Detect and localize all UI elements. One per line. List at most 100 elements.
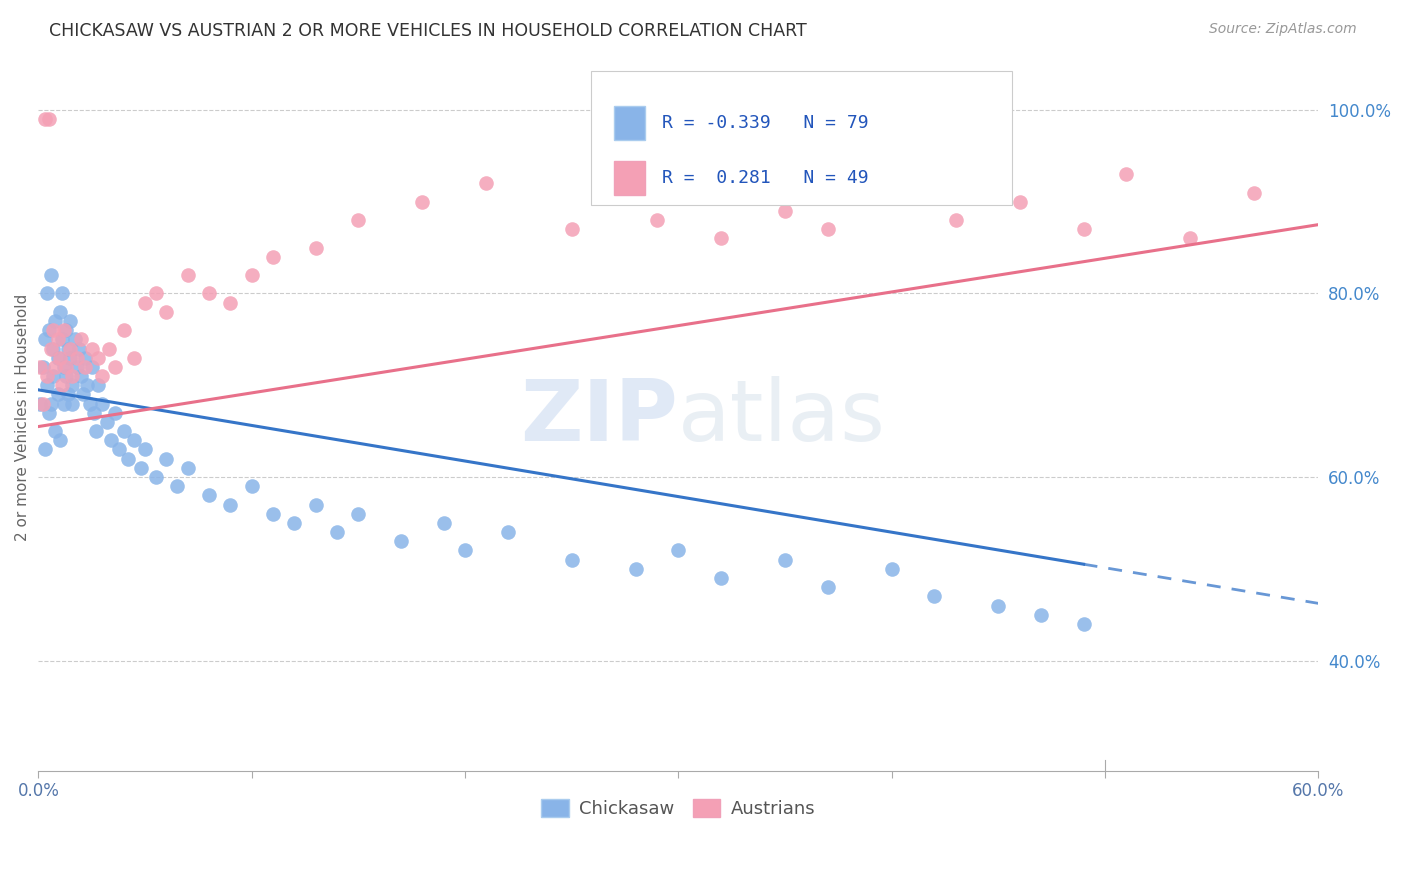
Point	[38, 323, 60, 337]
Text: R = -0.339   N = 79: R = -0.339 N = 79	[662, 114, 869, 132]
Point	[44, 314, 66, 328]
Point	[39, 342, 62, 356]
Point	[55, 323, 77, 337]
Point	[30, 396, 52, 410]
Text: R =  0.281   N = 49: R = 0.281 N = 49	[662, 169, 869, 187]
Point	[1073, 616, 1095, 631]
Point	[55, 359, 77, 374]
Point	[44, 424, 66, 438]
Point	[72, 387, 94, 401]
Point	[155, 305, 177, 319]
Point	[1073, 222, 1095, 236]
Point	[46, 332, 69, 346]
Point	[561, 222, 583, 236]
Point	[48, 305, 70, 319]
Point	[70, 332, 93, 346]
Point	[67, 342, 90, 356]
Point	[124, 351, 146, 365]
Point	[35, 378, 58, 392]
Point	[145, 470, 167, 484]
Point	[42, 369, 65, 384]
Point	[34, 442, 56, 457]
Point	[880, 186, 903, 200]
Point	[75, 359, 97, 374]
Point	[63, 332, 86, 346]
Point	[104, 359, 127, 374]
Point	[55, 369, 77, 384]
Text: ZIP: ZIP	[520, 376, 678, 458]
Point	[305, 498, 328, 512]
Text: atlas: atlas	[678, 376, 886, 458]
Point	[145, 286, 167, 301]
Point	[198, 488, 221, 502]
Point	[326, 525, 349, 540]
Point	[389, 534, 412, 549]
Point	[51, 332, 73, 346]
Point	[59, 314, 82, 328]
Point	[117, 451, 139, 466]
Point	[83, 406, 105, 420]
Point	[91, 369, 114, 384]
Point	[1180, 231, 1202, 245]
Point	[76, 378, 98, 392]
Text: Source: ZipAtlas.com: Source: ZipAtlas.com	[1209, 22, 1357, 37]
Point	[880, 562, 903, 576]
Point	[108, 442, 131, 457]
Point	[39, 268, 62, 282]
Point	[34, 332, 56, 346]
Point	[100, 434, 122, 448]
Point	[96, 415, 118, 429]
Point	[51, 286, 73, 301]
Point	[58, 387, 80, 401]
Point	[70, 369, 93, 384]
Point	[134, 295, 156, 310]
Point	[1008, 194, 1031, 209]
Point	[347, 507, 370, 521]
Point	[1243, 186, 1265, 200]
Point	[773, 552, 796, 566]
Point	[1115, 167, 1137, 181]
Point	[30, 359, 52, 374]
Point	[305, 241, 328, 255]
Y-axis label: 2 or more Vehicles in Household: 2 or more Vehicles in Household	[15, 293, 30, 541]
Point	[52, 359, 75, 374]
Point	[1029, 607, 1052, 622]
Point	[454, 543, 477, 558]
Point	[129, 460, 152, 475]
Point	[87, 351, 110, 365]
Point	[561, 552, 583, 566]
Point	[475, 177, 498, 191]
Point	[710, 571, 733, 585]
Point	[176, 268, 198, 282]
Point	[46, 387, 69, 401]
Point	[817, 580, 839, 594]
Point	[39, 396, 62, 410]
Point	[666, 543, 689, 558]
Point	[219, 295, 242, 310]
Point	[496, 525, 519, 540]
Point	[59, 342, 82, 356]
Point	[924, 590, 946, 604]
Point	[38, 406, 60, 420]
Point	[124, 434, 146, 448]
Point	[42, 323, 65, 337]
Point	[219, 498, 242, 512]
Point	[75, 351, 97, 365]
Point	[773, 203, 796, 218]
Point	[87, 378, 110, 392]
Point	[35, 369, 58, 384]
Point	[134, 442, 156, 457]
Point	[35, 286, 58, 301]
Point	[176, 460, 198, 475]
Point	[31, 396, 53, 410]
Point	[48, 434, 70, 448]
Point	[80, 359, 103, 374]
Point	[262, 250, 284, 264]
Point	[987, 599, 1010, 613]
Point	[262, 507, 284, 521]
Point	[240, 268, 263, 282]
Point	[283, 516, 305, 530]
Text: CHICKASAW VS AUSTRIAN 2 OR MORE VEHICLES IN HOUSEHOLD CORRELATION CHART: CHICKASAW VS AUSTRIAN 2 OR MORE VEHICLES…	[49, 22, 807, 40]
Point	[645, 213, 668, 227]
Point	[46, 351, 69, 365]
